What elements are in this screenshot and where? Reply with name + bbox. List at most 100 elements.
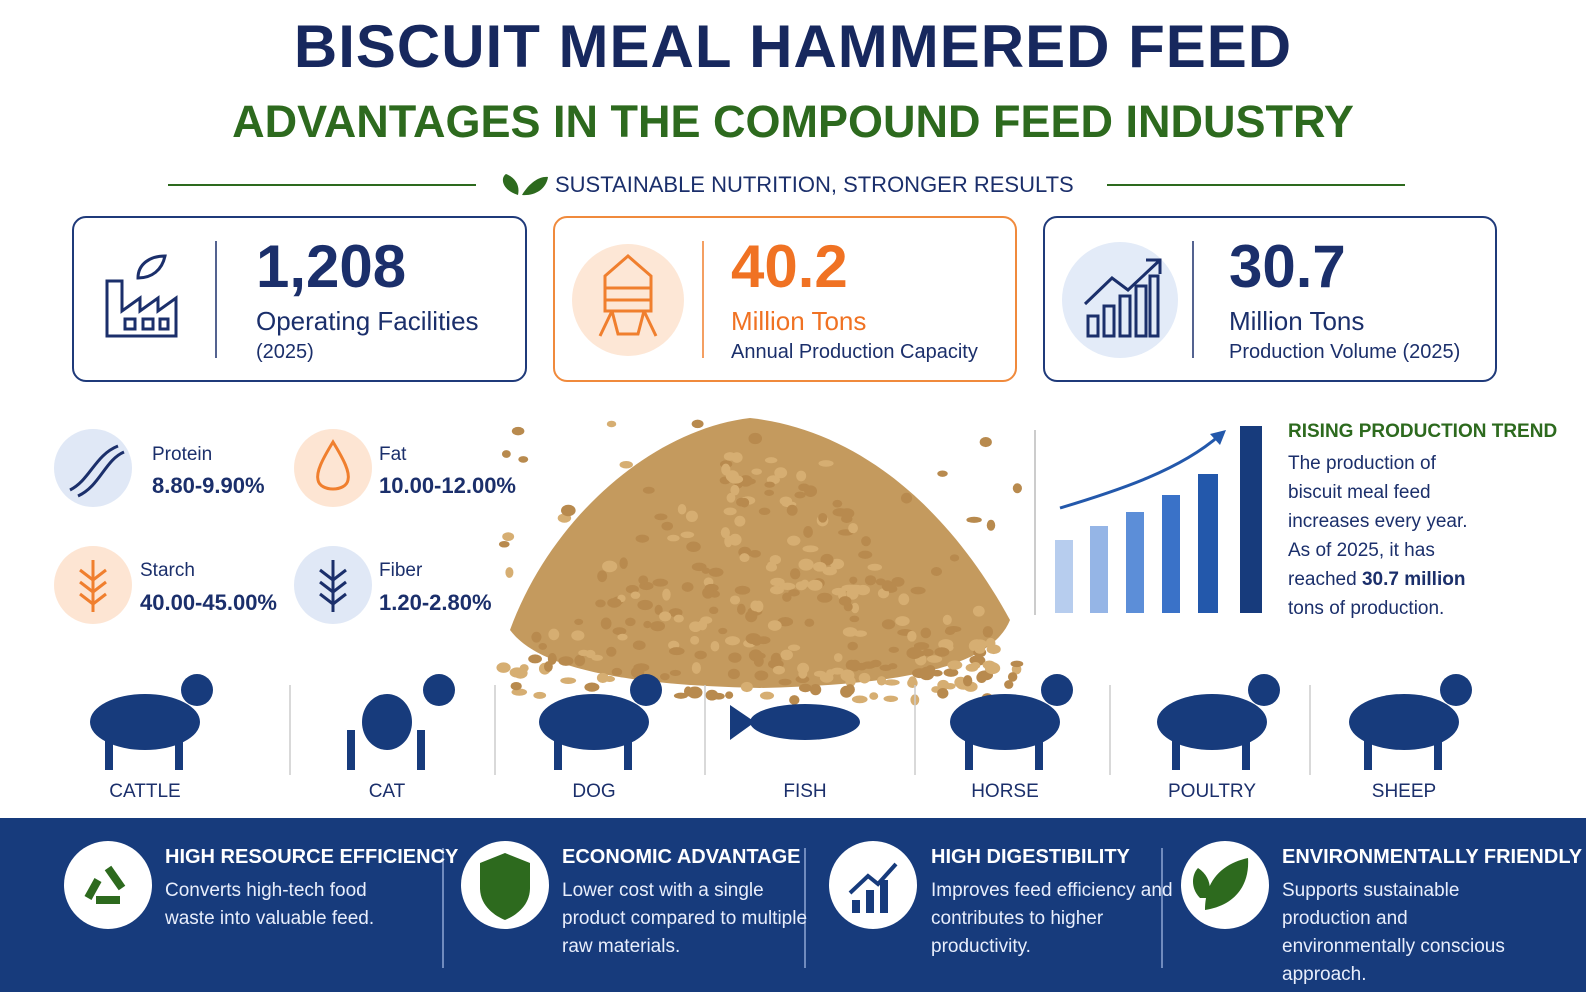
animal-label: CAT [368,781,406,802]
pellet [654,513,668,521]
pellet [510,681,522,691]
stat-value: 40.2 [731,233,848,300]
pellet [630,591,641,599]
pellet [727,668,740,680]
pellet [881,580,894,592]
pellet [754,670,769,681]
pellet [724,535,733,548]
nutrient-name: Fat [379,444,407,465]
animal-label: POULTRY [1168,781,1256,802]
stat-card [72,216,527,382]
nutrient-name: Fiber [379,560,423,581]
pellet [710,640,720,652]
pellet [673,614,684,623]
pellet [723,452,737,461]
stat-icons [105,241,1194,358]
pellet [861,536,871,547]
pellet [1004,680,1014,689]
pellet [728,652,742,663]
benefits-band [0,818,1586,992]
animal-head [630,674,662,706]
pellet [891,576,905,587]
pellet [694,650,707,660]
pellet [789,695,800,705]
animal-body [90,694,200,750]
pellet [558,656,574,666]
pellet [876,676,887,686]
pellet [691,662,701,674]
pellet [690,635,700,645]
pellet [888,646,899,653]
nutrient-range: 1.20-2.80% [379,590,492,615]
pellet [881,619,896,630]
pellet [667,534,680,542]
pellet [518,456,529,463]
trend-text-part: tons of production. [1288,598,1445,619]
pellet [680,531,695,539]
pellet [883,695,899,702]
pellet [764,481,775,488]
pellet [764,457,778,464]
pellet [976,671,987,684]
animal-head [1440,674,1472,706]
pellet [724,636,741,646]
pellet [538,642,548,650]
pellet [849,615,860,623]
pellet [800,579,810,588]
stat-note: Production Volume (2025) [1229,341,1461,363]
pellet [726,492,736,503]
pellet [794,491,806,499]
pellet [788,589,800,597]
pellet [748,432,763,445]
trend-highlight: 30.7 million [1361,569,1466,590]
pellet [502,532,515,542]
stat-label: Million Tons [731,306,867,336]
pellet [818,460,834,467]
pellet [560,677,577,684]
animal-head [181,674,213,706]
pellet [787,535,801,546]
pellet [972,605,985,617]
pellet [947,660,963,670]
pellet [683,686,693,697]
animal-leg [1035,730,1043,770]
pellet [498,540,510,548]
stat-label: Million Tons [1229,306,1365,336]
stat-value: 1,208 [256,233,407,300]
pellet [966,516,982,523]
fish-tail [730,705,755,740]
pellet [600,617,612,630]
pellet [697,619,708,631]
pellet [633,663,650,672]
animal-head [1248,674,1280,706]
pellet [752,652,766,660]
pellet [759,691,775,700]
pellet [822,566,837,576]
pellet [701,567,710,574]
pellet [606,646,617,657]
pellet [798,558,814,571]
pellet [803,526,813,538]
pellet [764,489,775,496]
pellet [602,560,618,573]
pellet [643,620,652,629]
pellet [838,596,852,606]
benefit-text: Lower cost with a single product compare… [562,880,808,957]
pellet [802,545,819,553]
pellet [611,667,623,676]
pellet [795,675,810,684]
pellet [531,631,542,643]
pellet [858,550,873,559]
animal-body [1349,694,1459,750]
animal-body [1157,694,1267,750]
animal-icons [90,674,1472,775]
pellet [754,600,764,613]
animal-leg [1172,730,1180,770]
nutrient-range: 8.80-9.90% [152,473,265,498]
pellet [898,593,910,606]
pellet [949,554,960,562]
pellet [850,602,860,614]
pellet [533,691,547,699]
pellet [900,492,913,504]
